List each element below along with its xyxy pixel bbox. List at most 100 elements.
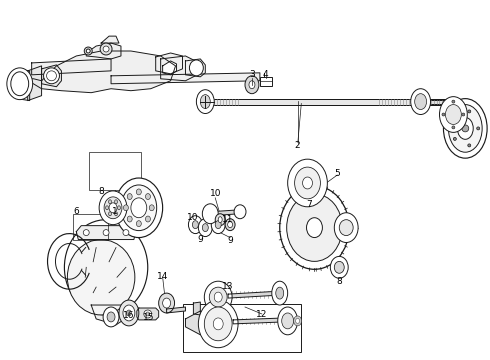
Ellipse shape [196, 90, 214, 113]
Ellipse shape [448, 105, 482, 152]
Ellipse shape [126, 310, 131, 316]
Text: 6: 6 [74, 207, 79, 216]
Ellipse shape [146, 216, 150, 222]
Polygon shape [86, 43, 121, 59]
Ellipse shape [193, 221, 198, 229]
Ellipse shape [443, 99, 487, 158]
Text: 5: 5 [334, 168, 340, 177]
Ellipse shape [127, 194, 132, 199]
Ellipse shape [214, 292, 222, 302]
Circle shape [468, 144, 471, 147]
Ellipse shape [225, 219, 235, 231]
Polygon shape [233, 318, 285, 324]
Text: 11: 11 [222, 215, 234, 224]
Ellipse shape [234, 205, 246, 219]
Ellipse shape [202, 224, 208, 231]
Ellipse shape [204, 281, 232, 313]
Bar [74, 214, 108, 239]
Ellipse shape [115, 212, 118, 216]
Polygon shape [210, 210, 240, 216]
Polygon shape [32, 59, 111, 75]
Ellipse shape [190, 60, 203, 76]
Ellipse shape [136, 189, 141, 195]
Polygon shape [42, 65, 61, 87]
Ellipse shape [198, 219, 212, 237]
Circle shape [100, 43, 112, 55]
Ellipse shape [211, 216, 225, 234]
Circle shape [477, 127, 480, 130]
Ellipse shape [228, 222, 233, 228]
Ellipse shape [115, 178, 163, 238]
Ellipse shape [302, 177, 313, 189]
Ellipse shape [209, 287, 227, 307]
Polygon shape [185, 59, 205, 77]
Ellipse shape [159, 293, 174, 313]
Circle shape [453, 116, 456, 120]
Circle shape [146, 312, 150, 316]
Polygon shape [161, 56, 196, 81]
Ellipse shape [64, 220, 148, 315]
Polygon shape [429, 100, 458, 104]
Ellipse shape [115, 200, 118, 204]
Circle shape [462, 125, 469, 132]
Ellipse shape [215, 221, 221, 229]
Ellipse shape [295, 319, 299, 323]
Polygon shape [17, 71, 30, 100]
Polygon shape [194, 302, 200, 315]
Ellipse shape [415, 94, 427, 109]
Polygon shape [101, 36, 119, 43]
Ellipse shape [334, 213, 358, 243]
Text: 3: 3 [249, 70, 255, 79]
Circle shape [452, 100, 455, 103]
Ellipse shape [282, 313, 294, 329]
Ellipse shape [218, 217, 222, 223]
Ellipse shape [149, 205, 154, 211]
Ellipse shape [457, 117, 473, 139]
Circle shape [83, 230, 89, 235]
Ellipse shape [123, 205, 128, 211]
Polygon shape [111, 73, 260, 84]
Text: 10: 10 [210, 189, 221, 198]
Text: 9: 9 [227, 236, 233, 245]
Ellipse shape [330, 256, 348, 278]
Circle shape [47, 71, 56, 81]
Ellipse shape [121, 185, 157, 231]
Ellipse shape [202, 204, 218, 224]
Polygon shape [137, 308, 159, 320]
Ellipse shape [109, 203, 117, 213]
Text: 10: 10 [187, 213, 198, 222]
Text: 4: 4 [263, 70, 269, 79]
Ellipse shape [280, 186, 349, 269]
Circle shape [468, 110, 471, 113]
Text: 7: 7 [307, 200, 312, 209]
Polygon shape [185, 311, 205, 335]
Ellipse shape [11, 72, 29, 96]
Text: 2: 2 [295, 141, 300, 150]
Bar [260, 77, 272, 86]
Ellipse shape [136, 221, 141, 227]
Text: 9: 9 [197, 235, 203, 244]
Polygon shape [76, 226, 136, 239]
Ellipse shape [334, 261, 344, 273]
Ellipse shape [294, 316, 301, 326]
Ellipse shape [440, 96, 467, 132]
Ellipse shape [204, 307, 232, 341]
Text: 14: 14 [157, 272, 169, 281]
Ellipse shape [278, 307, 297, 335]
Ellipse shape [294, 167, 320, 199]
Text: 12: 12 [256, 310, 268, 319]
Polygon shape [30, 51, 175, 93]
Bar [89, 152, 141, 190]
Ellipse shape [118, 206, 121, 210]
Circle shape [452, 126, 455, 129]
Polygon shape [163, 61, 176, 75]
Ellipse shape [104, 197, 122, 219]
Polygon shape [156, 53, 182, 74]
Circle shape [462, 113, 465, 116]
Circle shape [84, 47, 92, 55]
Ellipse shape [245, 76, 259, 94]
Ellipse shape [287, 194, 342, 261]
Polygon shape [200, 99, 458, 105]
Ellipse shape [146, 194, 150, 199]
Circle shape [123, 230, 129, 235]
